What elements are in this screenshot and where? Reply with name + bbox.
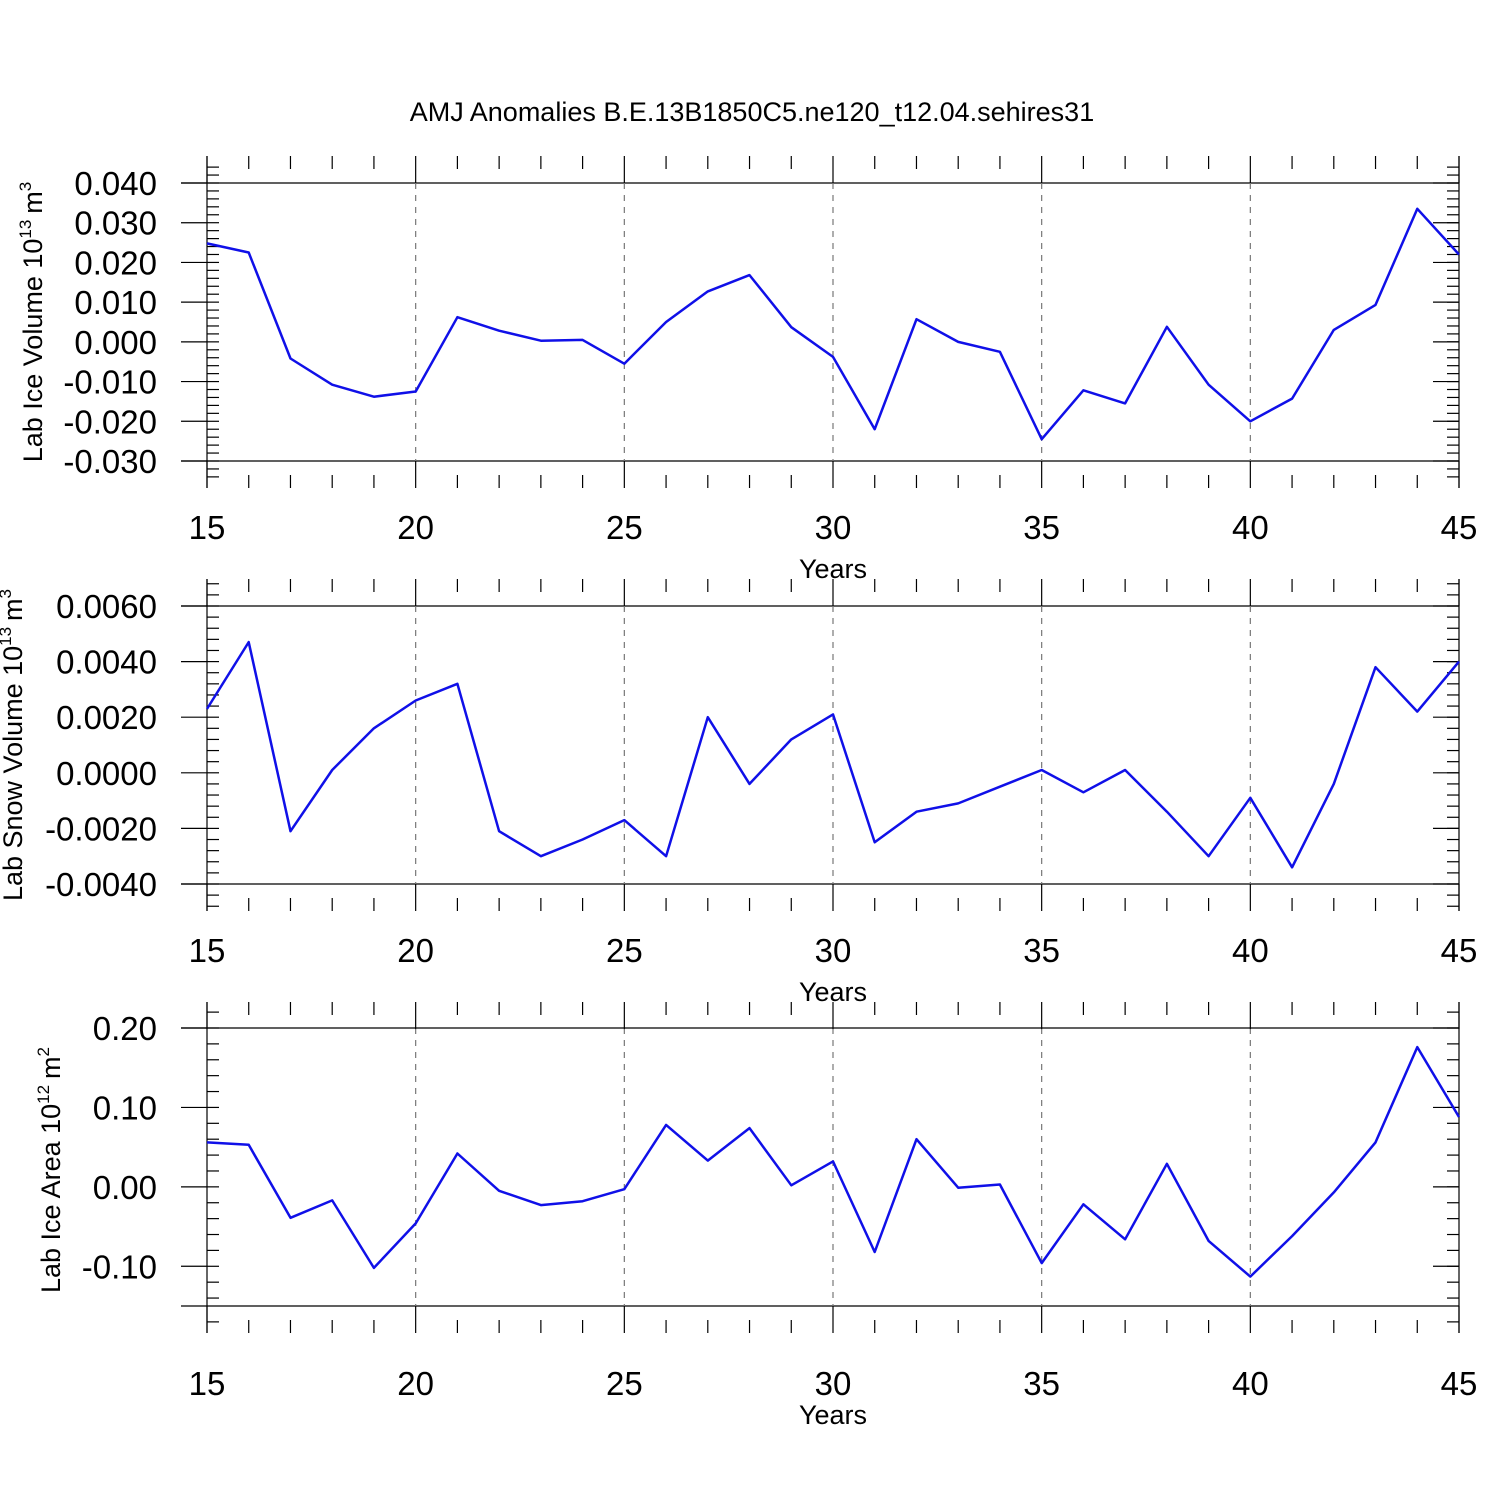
panels: -0.030-0.020-0.0100.0000.0100.0200.0300.… [0,156,1477,1430]
y-tick-label: 0.000 [74,324,157,361]
y-tick-label: 0.00 [93,1169,157,1206]
x-tick-label: 30 [815,1365,852,1402]
y-tick-label: -0.010 [63,364,157,401]
y-tick-label: 0.0020 [56,699,157,736]
y-axis-title-unit-exp: 2 [34,1047,53,1056]
y-axis-title-unit-exp: 3 [0,589,15,598]
y-axis-title: Lab Snow Volume 1013 m3 [0,589,28,901]
series-line [206,1045,1461,1278]
y-tick-label: 0.0000 [56,755,157,792]
y-tick-label: 0.020 [74,244,157,281]
x-tick-label: 45 [1441,1365,1478,1402]
y-axis-title-exp: 13 [0,627,15,646]
x-tick-label: 20 [397,509,434,546]
x-tick-label: 35 [1023,932,1060,969]
panel-lab-ice-area: -0.10 0.00 0.10 0.20 15 20 25 30 35 40 45 Years Lab … [34,1002,1477,1430]
y-axis-title-text: Lab Ice Volume 10 [18,239,48,463]
x-tick-label: 35 [1023,1365,1060,1402]
y-tick-label: 0.0060 [56,588,157,625]
x-tick-label: 20 [397,1365,434,1402]
y-tick-label: -0.10 [82,1248,157,1285]
y-axis-title-exp: 13 [16,220,35,239]
panel-lab-snow-volume: -0.0040 -0.0020 0.0000 0.0020 0.0040 0.0060 15… [0,579,1477,1007]
y-axis-title: Lab Ice Area 1012 m2 [34,1047,66,1293]
y-tick-label: -0.0040 [45,866,157,903]
x-tick-label: 15 [189,1365,226,1402]
series-line [206,207,1460,441]
y-tick-label: 0.20 [93,1010,157,1047]
y-tick-label: -0.0020 [45,810,157,847]
x-tick-label: 25 [606,1365,643,1402]
x-tick-label: 35 [1023,509,1060,546]
y-axis-title-exp: 12 [34,1085,53,1104]
y-tick-label: 0.040 [74,165,157,202]
y-tick-label: -0.020 [63,403,157,440]
x-tick-label: 40 [1232,509,1269,546]
y-axis-title-unit-exp: 3 [16,182,35,191]
series-line [205,640,1460,869]
x-tick-label: 25 [606,509,643,546]
y-tick-label: 0.10 [93,1089,157,1126]
y-tick-label: 0.010 [74,284,157,321]
x-tick-label: 40 [1232,932,1269,969]
y-axis-title-text: Lab Ice Area 10 [36,1104,66,1293]
y-tick-label: -0.030 [63,443,157,480]
x-tick-label: 25 [606,932,643,969]
x-tick-label: 45 [1441,932,1478,969]
y-tick-label: 0.030 [74,205,157,242]
y-axis-title: Lab Ice Volume 1013 m3 [16,182,48,463]
y-tick-label: 0.0040 [56,644,157,681]
y-axis-title-unit: m [36,1056,66,1079]
figure-title: AMJ Anomalies B.E.13B1850C5.ne120_t12.04… [410,97,1094,127]
panel-lab-ice-volume: -0.030-0.020-0.0100.0000.0100.0200.0300.… [16,156,1477,584]
x-tick-label: 45 [1441,509,1478,546]
x-axis-title: Years [799,1400,867,1430]
x-tick-label: 30 [815,509,852,546]
x-tick-label: 20 [397,932,434,969]
x-tick-label: 30 [815,932,852,969]
x-tick-label: 15 [189,932,226,969]
y-axis-title-text: Lab Snow Volume 10 [0,646,28,901]
y-axis-title-unit: m [0,598,28,621]
x-tick-label: 40 [1232,1365,1269,1402]
x-tick-label: 15 [189,509,226,546]
y-axis-title-unit: m [18,191,48,214]
